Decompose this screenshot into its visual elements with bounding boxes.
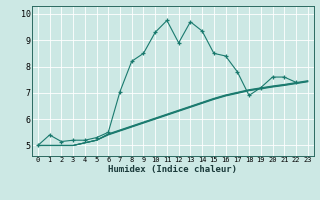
X-axis label: Humidex (Indice chaleur): Humidex (Indice chaleur) — [108, 165, 237, 174]
